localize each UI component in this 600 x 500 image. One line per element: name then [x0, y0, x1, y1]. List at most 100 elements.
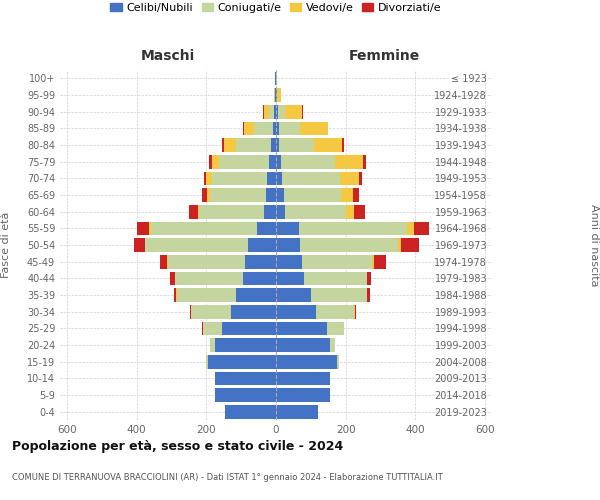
Bar [222, 138, 224, 152]
Bar [149, 222, 151, 235]
Bar [203, 172, 206, 185]
Bar [363, 155, 366, 168]
Bar [285, 205, 346, 218]
Bar [190, 305, 191, 318]
Bar [372, 255, 374, 268]
Bar [276, 205, 285, 218]
Bar [215, 372, 276, 385]
Bar [173, 288, 176, 302]
Legend: Celibi/Nubili, Coniugati/e, Vedovi/e, Divorziati/e: Celibi/Nubili, Coniugati/e, Vedovi/e, Di… [106, 0, 446, 18]
Bar [145, 238, 248, 252]
Bar [276, 122, 279, 135]
Bar [177, 288, 236, 302]
Bar [281, 155, 335, 168]
Bar [245, 255, 276, 268]
Bar [330, 338, 335, 352]
Bar [175, 272, 243, 285]
Bar [401, 238, 419, 252]
Bar [275, 88, 276, 102]
Bar [341, 188, 353, 202]
Bar [276, 138, 280, 152]
Bar [276, 322, 326, 335]
Bar [278, 88, 281, 102]
Bar [254, 122, 273, 135]
Bar [222, 322, 276, 335]
Bar [151, 222, 257, 235]
Text: Anni di nascita: Anni di nascita [589, 204, 599, 286]
Bar [215, 388, 276, 402]
Bar [353, 188, 359, 202]
Bar [276, 105, 278, 118]
Bar [276, 255, 302, 268]
Bar [274, 88, 275, 102]
Text: Popolazione per età, sesso e stato civile - 2024: Popolazione per età, sesso e stato civil… [12, 440, 343, 453]
Bar [218, 155, 269, 168]
Bar [276, 188, 284, 202]
Bar [170, 272, 175, 285]
Bar [269, 155, 276, 168]
Bar [277, 88, 278, 102]
Bar [167, 255, 168, 268]
Bar [337, 355, 339, 368]
Bar [236, 288, 276, 302]
Bar [398, 238, 401, 252]
Bar [137, 222, 149, 235]
Bar [279, 122, 299, 135]
Bar [267, 172, 276, 185]
Bar [276, 238, 301, 252]
Bar [206, 172, 212, 185]
Bar [276, 405, 318, 418]
Bar [210, 338, 215, 352]
Bar [340, 172, 359, 185]
Bar [202, 188, 207, 202]
Bar [266, 188, 276, 202]
Bar [284, 188, 341, 202]
Bar [206, 355, 208, 368]
Bar [276, 372, 330, 385]
Bar [263, 105, 264, 118]
Bar [276, 388, 330, 402]
Bar [271, 138, 276, 152]
Bar [276, 338, 330, 352]
Bar [191, 305, 231, 318]
Bar [264, 105, 269, 118]
Bar [226, 405, 276, 418]
Bar [199, 205, 264, 218]
Bar [285, 105, 302, 118]
Bar [346, 205, 355, 218]
Bar [359, 172, 362, 185]
Bar [215, 338, 276, 352]
Bar [274, 105, 276, 118]
Bar [374, 255, 386, 268]
Bar [316, 305, 355, 318]
Bar [342, 138, 344, 152]
Bar [299, 122, 328, 135]
Bar [224, 138, 236, 152]
Bar [407, 222, 413, 235]
Bar [304, 272, 367, 285]
Bar [212, 172, 267, 185]
Bar [276, 305, 316, 318]
Bar [236, 138, 271, 152]
Bar [276, 355, 337, 368]
Bar [257, 222, 276, 235]
Bar [203, 322, 222, 335]
Bar [197, 205, 199, 218]
Text: Fasce di età: Fasce di età [1, 212, 11, 278]
Bar [210, 188, 266, 202]
Bar [282, 172, 340, 185]
Bar [244, 122, 254, 135]
Bar [207, 188, 210, 202]
Text: Femmine: Femmine [349, 48, 419, 62]
Bar [209, 155, 212, 168]
Bar [243, 272, 276, 285]
Bar [367, 288, 370, 302]
Bar [299, 222, 407, 235]
Bar [276, 172, 282, 185]
Bar [302, 105, 303, 118]
Bar [280, 138, 314, 152]
Bar [231, 305, 276, 318]
Bar [208, 355, 276, 368]
Bar [278, 105, 285, 118]
Bar [212, 155, 218, 168]
